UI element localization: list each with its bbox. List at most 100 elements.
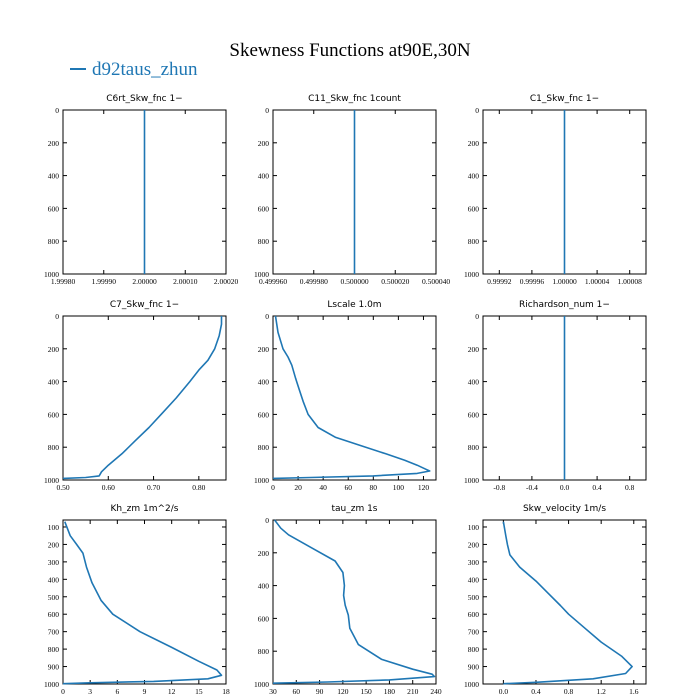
- x-tick-label: 0.50: [56, 483, 69, 492]
- x-tick-label: 2.00010: [173, 277, 198, 286]
- y-tick-label: 400: [258, 378, 270, 387]
- y-tick-label: 200: [48, 139, 60, 148]
- plot-frame: [272, 519, 437, 685]
- y-tick-label: 800: [468, 443, 480, 452]
- plot-frame: [62, 315, 227, 481]
- y-tick-label: 400: [48, 378, 60, 387]
- x-tick-label: 0: [61, 687, 65, 696]
- panel-title: C6rt_Skw_fnc 1−: [106, 94, 182, 104]
- y-tick-label: 600: [258, 204, 270, 213]
- y-tick-label: 1000: [464, 680, 479, 689]
- y-tick-label: 0: [475, 312, 479, 321]
- y-tick-label: 800: [468, 645, 480, 654]
- y-tick-label: 800: [468, 237, 480, 246]
- panel-title: Lscale 1.0m: [327, 300, 381, 310]
- panel-7: Kh_zm 1m^2/s 0 3 6 9 12 15 18 100 200 300 400 500 600…: [44, 504, 230, 696]
- x-tick-label: 180: [384, 687, 396, 696]
- x-tick-label: 0.99996: [520, 277, 545, 286]
- y-tick-label: 0: [55, 312, 59, 321]
- x-tick-label: 0.0: [560, 483, 570, 492]
- panel-2: C11_Skw_fnc 1count 0.499960 0.499980 0.5000…: [254, 94, 450, 286]
- x-tick-label: 100: [393, 483, 405, 492]
- panel-title: Richardson_num 1−: [519, 300, 610, 310]
- y-tick-label: 200: [48, 540, 60, 549]
- y-tick-label: 400: [48, 172, 60, 181]
- data-line: [62, 521, 223, 685]
- x-tick-label: 0: [271, 483, 275, 492]
- plot-frame: [482, 519, 647, 685]
- data-line: [272, 519, 436, 684]
- x-tick-label: 90: [316, 687, 324, 696]
- x-tick-label: 80: [370, 483, 378, 492]
- x-tick-label: 18: [222, 687, 230, 696]
- x-tick-label: 30: [269, 687, 277, 696]
- x-tick-label: 0.500040: [422, 277, 450, 286]
- data-line: [502, 521, 633, 685]
- x-tick-label: 0.80: [192, 483, 205, 492]
- y-tick-label: 200: [258, 139, 270, 148]
- y-tick-label: 0: [55, 106, 59, 115]
- x-tick-label: 9: [143, 687, 147, 696]
- y-tick-label: 800: [48, 645, 60, 654]
- y-tick-label: 600: [258, 614, 270, 623]
- y-tick-label: 600: [468, 410, 480, 419]
- x-tick-label: 1.00004: [585, 277, 610, 286]
- x-tick-label: 150: [361, 687, 373, 696]
- y-tick-label: 400: [48, 575, 60, 584]
- y-tick-label: 400: [468, 378, 480, 387]
- y-tick-label: 600: [48, 610, 60, 619]
- y-tick-label: 500: [48, 593, 60, 602]
- x-tick-label: 0.499960: [259, 277, 287, 286]
- y-tick-label: 800: [48, 237, 60, 246]
- y-tick-label: 900: [468, 663, 480, 672]
- data-line: [62, 316, 223, 480]
- y-tick-label: 200: [258, 345, 270, 354]
- plot-frame: [272, 315, 437, 481]
- y-tick-label: 600: [48, 204, 60, 213]
- y-tick-label: 500: [468, 593, 480, 602]
- y-tick-label: 400: [258, 172, 270, 181]
- x-tick-label: -0.8: [493, 483, 505, 492]
- x-tick-label: 0.500020: [381, 277, 409, 286]
- figure-title: Skewness Functions at90E,30N: [229, 40, 470, 61]
- y-tick-label: 200: [48, 345, 60, 354]
- y-tick-label: 1000: [44, 680, 59, 689]
- x-tick-label: 0.499980: [300, 277, 328, 286]
- y-tick-label: 200: [468, 345, 480, 354]
- data-line: [272, 315, 431, 480]
- y-tick-label: 400: [258, 582, 270, 591]
- panel-6: Richardson_num 1− -0.8 -0.4 0.0 0.4 0.8 0 200 40…: [464, 300, 647, 492]
- y-tick-label: 600: [468, 610, 480, 619]
- panel-8: tau_zm 1s 30 60 90 120 150 180 210 240 0 200 400 600…: [254, 504, 442, 696]
- y-tick-label: 700: [48, 628, 60, 637]
- x-tick-label: 0.0: [499, 687, 509, 696]
- y-tick-label: 100: [468, 523, 480, 532]
- panel-title: C11_Skw_fnc 1count: [308, 94, 401, 104]
- y-tick-label: 700: [468, 628, 480, 637]
- x-tick-label: 0.4: [592, 483, 602, 492]
- y-tick-label: 200: [258, 549, 270, 558]
- x-tick-label: 0.8: [564, 687, 574, 696]
- x-tick-label: 60: [293, 687, 301, 696]
- x-tick-label: 1.99990: [92, 277, 117, 286]
- x-tick-label: 0.99992: [487, 277, 512, 286]
- x-tick-label: 0.70: [147, 483, 160, 492]
- x-tick-label: 6: [115, 687, 119, 696]
- x-tick-label: -0.4: [526, 483, 538, 492]
- x-tick-label: 1.2: [596, 687, 606, 696]
- x-tick-label: 12: [168, 687, 176, 696]
- panel-title: tau_zm 1s: [331, 504, 377, 514]
- y-tick-label: 1000: [464, 476, 479, 485]
- y-tick-label: 300: [468, 558, 480, 567]
- panel-5: Lscale 1.0m 0 20 40 60 80 100 120 0 200 400 600 800 1…: [254, 300, 437, 492]
- panel-title: C7_Skw_fnc 1−: [110, 300, 179, 310]
- panel-1: C6rt_Skw_fnc 1− 1.99980 1.99990 2.00000 2.00…: [44, 94, 238, 286]
- x-tick-label: 0.60: [102, 483, 115, 492]
- y-tick-label: 1000: [254, 270, 269, 279]
- x-tick-label: 240: [430, 687, 442, 696]
- y-tick-label: 0: [265, 106, 269, 115]
- y-tick-label: 600: [258, 410, 270, 419]
- y-tick-label: 600: [468, 204, 480, 213]
- legend-label: d92taus_zhun: [92, 59, 198, 80]
